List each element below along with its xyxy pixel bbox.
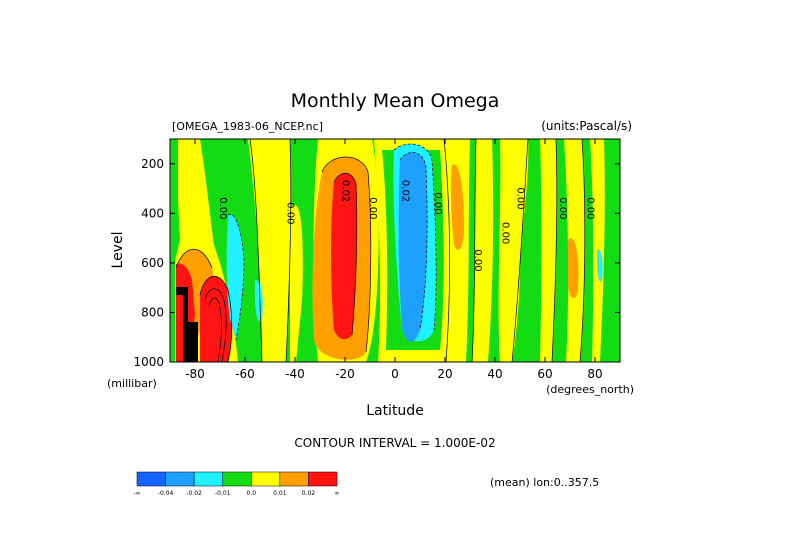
field-patch-blue-tropics (398, 152, 428, 342)
colorbar-swatch (251, 471, 281, 487)
y-tick-label: 1000 (133, 355, 164, 369)
field-patch-yellow-north-3 (498, 139, 529, 362)
x-axis-label: Latitude (366, 403, 424, 419)
contour-value-label: 0.00 (432, 192, 443, 214)
contour-value-label: 0.00 (515, 187, 526, 209)
x-axis-units: (degrees_north) (546, 383, 634, 396)
y-tick-label: 200 (141, 157, 164, 171)
colorbar-swatch (308, 471, 338, 487)
x-tick-label: -80 (185, 367, 205, 381)
field-patch-yellow-40s (290, 204, 303, 362)
contour-value-label: 0.02 (340, 180, 351, 202)
contour-value-label: 0.00 (217, 197, 228, 219)
y-tick-label: 600 (141, 256, 164, 270)
units-label: (units:Pascal/s) (541, 119, 632, 133)
colorbar-label: -0.04 (158, 490, 174, 497)
colorbar-swatch (279, 471, 309, 487)
colorbar-label: ∞ (335, 490, 340, 497)
x-tick-label: -40 (285, 367, 305, 381)
missing-data-region (176, 287, 198, 362)
contour-field (170, 139, 620, 362)
colorbar: -∞ -0.04 -0.02 -0.01 0.0 0.01 0.02 ∞ (133, 471, 340, 497)
x-tick-label: 80 (587, 367, 602, 381)
colorbar-swatch (193, 471, 223, 487)
field-patch-yellow-north-1 (444, 139, 470, 362)
x-tick-label: 40 (487, 367, 502, 381)
y-axis-ticks: 200 400 600 800 1000 (133, 157, 620, 369)
field-patch-cyan-60s (254, 279, 263, 322)
colorbar-label: -0.02 (186, 490, 202, 497)
field-patch-yellow-north-4 (540, 139, 557, 362)
mean-longitude-text: (mean) lon:0..357.5 (490, 476, 599, 489)
contour-lines (175, 139, 586, 362)
colorbar-label: 0.02 (302, 490, 316, 497)
y-axis-units: (millibar) (107, 377, 157, 390)
contour-value-label: 0.00 (472, 249, 483, 271)
field-patch-red-subtropic-south (331, 173, 357, 340)
contour-value-label: 0.00 (500, 222, 511, 244)
contour-interval-text: CONTOUR INTERVAL = 1.000E-02 (294, 436, 495, 450)
field-patch-orange-north-1 (450, 164, 464, 250)
colorbar-swatch (222, 471, 252, 487)
x-tick-label: -20 (335, 367, 355, 381)
x-tick-label: 20 (437, 367, 452, 381)
y-tick-label: 400 (141, 206, 164, 220)
x-tick-label: 60 (537, 367, 552, 381)
colorbar-swatch (136, 471, 166, 487)
x-tick-label: -60 (235, 367, 255, 381)
y-axis-label: Level (110, 232, 126, 269)
colorbar-label: -∞ (133, 490, 140, 497)
field-patch-red-south-2 (200, 276, 232, 362)
x-tick-label: 0 (391, 367, 399, 381)
colorbar-swatch (165, 471, 195, 487)
y-tick-label: 800 (141, 305, 164, 319)
chart-title: Monthly Mean Omega (291, 90, 500, 112)
colorbar-label: 0.0 (247, 490, 257, 497)
field-patch-orange-north-2 (568, 238, 579, 299)
contour-value-label: 0.00 (285, 202, 296, 224)
contour-labels: 0.00 0.00 0.02 0.00 0.02 0.00 0.00 0.00 0.00 0.00… (217, 180, 596, 272)
contour-value-label: 0.00 (585, 197, 596, 219)
x-axis-ticks: -80 -60 -40 -20 0 20 40 60 80 (185, 139, 603, 381)
field-patch-yellow-north-2 (472, 139, 494, 362)
field-patch-yellow-mid-south (248, 139, 291, 362)
file-label: [OMEGA_1983-06_NCEP.nc] (172, 120, 323, 133)
field-patch-cyan-north (596, 249, 603, 282)
contour-value-label: 0.02 (400, 180, 411, 202)
colorbar-label: 0.01 (273, 490, 287, 497)
colorbar-label: -0.01 (215, 490, 231, 497)
contour-value-label: 0.00 (557, 197, 568, 219)
contour-value-label: 0.00 (367, 197, 378, 219)
